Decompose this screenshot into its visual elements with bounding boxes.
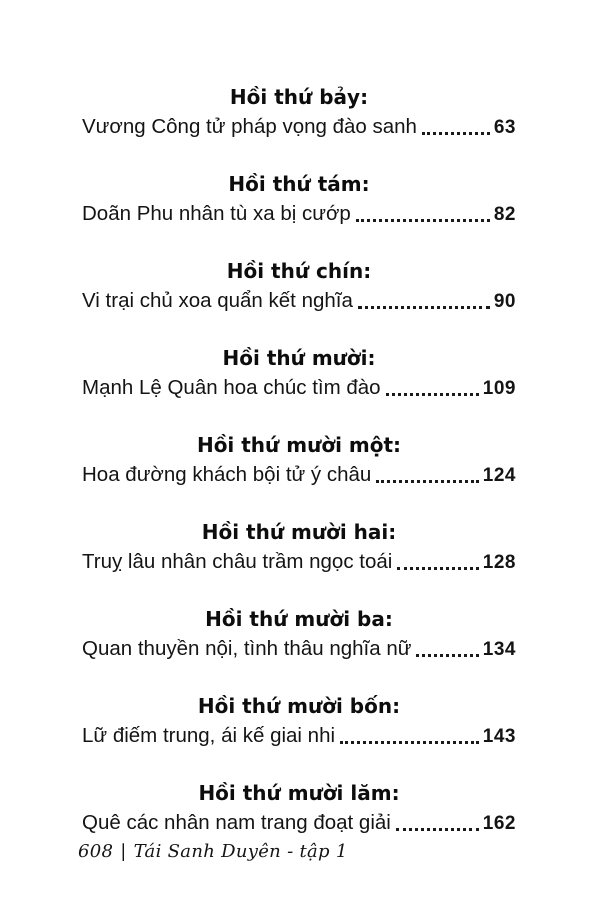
- chapter-heading: Hồi thứ mười hai:: [201, 520, 397, 544]
- chapter-heading: Hồi thứ mười ba:: [205, 607, 393, 631]
- chapter-title: Hoa đường khách bội tử ý châu: [82, 463, 372, 486]
- toc-entry: Mạnh Lệ Quân hoa chúc tìm đào 109: [82, 376, 516, 401]
- footer-book-title: Tái Sanh Duyên - tập 1: [133, 841, 348, 862]
- dot-leader: [395, 828, 479, 831]
- dot-leader: [376, 480, 479, 483]
- chapter-title: Doãn Phu nhân tù xa bị cướp: [82, 202, 351, 225]
- page-footer: 608 | Tái Sanh Duyên - tập 1: [78, 841, 348, 862]
- dot-leader: [385, 393, 479, 396]
- chapter-title: Vương Công tử pháp vọng đào sanh: [82, 115, 417, 138]
- toc-section: Hồi thứ mười hai: Truỵ lâu nhân châu trầ…: [82, 521, 516, 575]
- table-of-contents: Hồi thứ bảy: Vương Công tử pháp vọng đào…: [82, 86, 516, 869]
- chapter-title: Vi trại chủ xoa quẩn kết nghĩa: [82, 289, 353, 312]
- dot-leader: [340, 741, 479, 744]
- chapter-heading: Hồi thứ mười một:: [196, 433, 402, 457]
- chapter-page-number: 109: [482, 378, 516, 399]
- chapter-page-number: 82: [493, 204, 516, 225]
- dot-leader: [416, 654, 479, 657]
- toc-section: Hồi thứ mười lăm: Quê các nhân nam trang…: [82, 782, 516, 836]
- toc-entry: Vương Công tử pháp vọng đào sanh 63: [82, 115, 516, 140]
- chapter-title: Lữ điếm trung, ái kế giai nhi: [82, 724, 336, 747]
- toc-section: Hồi thứ mười: Mạnh Lệ Quân hoa chúc tìm …: [82, 347, 516, 401]
- chapter-heading: Hồi thứ chín:: [226, 259, 372, 283]
- chapter-page-number: 124: [482, 465, 516, 486]
- toc-section: Hồi thứ tám: Doãn Phu nhân tù xa bị cướp…: [82, 173, 516, 227]
- toc-entry: Quan thuyền nội, tình thâu nghĩa nữ 134: [82, 637, 516, 662]
- toc-section: Hồi thứ bảy: Vương Công tử pháp vọng đào…: [82, 86, 516, 140]
- toc-section: Hồi thứ chín: Vi trại chủ xoa quẩn kết n…: [82, 260, 516, 314]
- toc-section: Hồi thứ mười bốn: Lữ điếm trung, ái kế g…: [82, 695, 516, 749]
- chapter-title: Quê các nhân nam trang đoạt giải: [82, 811, 391, 834]
- toc-entry: Hoa đường khách bội tử ý châu 124: [82, 463, 516, 488]
- dot-leader: [357, 306, 490, 309]
- chapter-page-number: 63: [493, 117, 516, 138]
- chapter-title: Quan thuyền nội, tình thâu nghĩa nữ: [82, 637, 412, 660]
- dot-leader: [421, 132, 490, 135]
- dot-leader: [397, 567, 479, 570]
- toc-entry: Doãn Phu nhân tù xa bị cướp 82: [82, 202, 516, 227]
- dot-leader: [355, 219, 490, 222]
- toc-entry: Truỵ lâu nhân châu trầm ngọc toái 128: [82, 550, 516, 575]
- chapter-page-number: 134: [482, 639, 516, 660]
- chapter-heading: Hồi thứ mười bốn:: [197, 694, 401, 718]
- chapter-page-number: 162: [482, 813, 516, 834]
- chapter-heading: Hồi thứ mười:: [222, 346, 376, 370]
- chapter-heading: Hồi thứ tám:: [228, 172, 370, 196]
- toc-entry: Quê các nhân nam trang đoạt giải 162: [82, 811, 516, 836]
- chapter-title: Mạnh Lệ Quân hoa chúc tìm đào: [82, 376, 381, 399]
- footer-separator: |: [120, 841, 127, 862]
- footer-page-number: 608: [78, 841, 114, 862]
- chapter-heading: Hồi thứ bảy:: [229, 85, 369, 109]
- chapter-page-number: 143: [482, 726, 516, 747]
- chapter-heading: Hồi thứ mười lăm:: [198, 781, 400, 805]
- toc-section: Hồi thứ mười một: Hoa đường khách bội tử…: [82, 434, 516, 488]
- chapter-title: Truỵ lâu nhân châu trầm ngọc toái: [82, 550, 393, 573]
- toc-entry: Lữ điếm trung, ái kế giai nhi 143: [82, 724, 516, 749]
- chapter-page-number: 90: [493, 291, 516, 312]
- toc-section: Hồi thứ mười ba: Quan thuyền nội, tình t…: [82, 608, 516, 662]
- toc-entry: Vi trại chủ xoa quẩn kết nghĩa 90: [82, 289, 516, 314]
- chapter-page-number: 128: [482, 552, 516, 573]
